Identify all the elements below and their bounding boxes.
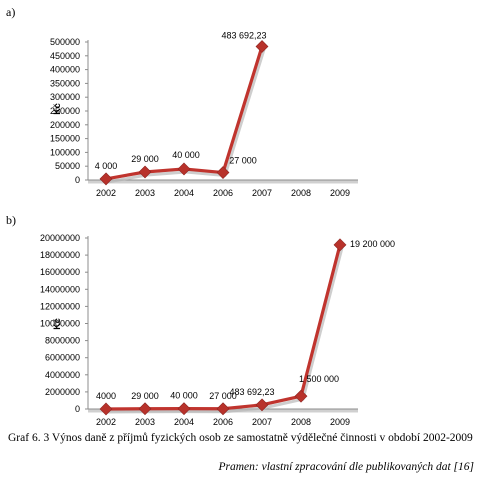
chart-2-data-label: 27 000 bbox=[209, 391, 237, 401]
chart-1-point-marker bbox=[255, 40, 269, 53]
chart-1-data-label: 40 000 bbox=[172, 150, 200, 160]
chart-1-x-tick-label: 2007 bbox=[252, 188, 272, 198]
chart-2-y-tick-label: 2000000 bbox=[45, 387, 80, 397]
chart-2-y-axis-title: Kč bbox=[52, 318, 62, 330]
chart-1-panel-letter: a) bbox=[6, 5, 15, 19]
chart-2-x-tick-label: 2002 bbox=[96, 417, 116, 427]
chart-1-x-tick-label: 2008 bbox=[291, 188, 311, 198]
chart-2-point-marker bbox=[177, 402, 191, 416]
chart-1-point-marker bbox=[138, 165, 152, 179]
chart-1-y-tick-label: 150000 bbox=[50, 134, 80, 144]
charts-svg: a) 0 50000 100000 150000 200000 250000 300000 35… bbox=[6, 5, 395, 427]
chart-1-y-tick-label: 200000 bbox=[50, 120, 80, 130]
chart-2-series-line-shadow bbox=[107, 247, 344, 414]
chart-2-y-tick-label: 14000000 bbox=[40, 284, 80, 294]
chart-1-y-tick-label: 350000 bbox=[50, 78, 80, 88]
chart-2-point-marker bbox=[216, 402, 230, 416]
chart-1-y-tick-label: 300000 bbox=[50, 92, 80, 102]
chart-2-x-tick-label: 2004 bbox=[174, 417, 194, 427]
chart-1-data-label: 27 000 bbox=[229, 156, 257, 166]
chart-1-x-tick-label: 2004 bbox=[174, 188, 194, 198]
chart-1-y-tick-label: 0 bbox=[75, 175, 80, 185]
chart-1-data-label: 4 000 bbox=[95, 161, 118, 171]
chart-2-y-tick-label: 12000000 bbox=[40, 301, 80, 311]
chart-2-y-tick-label: 18000000 bbox=[40, 250, 80, 260]
chart-1-x-tick-label: 2009 bbox=[330, 188, 350, 198]
chart-1-x-tick-label: 2003 bbox=[135, 188, 155, 198]
chart-1-y-tick-label: 50000 bbox=[55, 161, 80, 171]
chart-1-y-tick-label: 250000 bbox=[50, 106, 80, 116]
chart-2-y-tick-label: 4000000 bbox=[45, 370, 80, 380]
chart-2-y-tick-label: 0 bbox=[75, 404, 80, 414]
chart-1-point-marker bbox=[99, 172, 113, 186]
chart-2-point-marker bbox=[294, 389, 308, 403]
chart-2-data-label: 4000 bbox=[96, 391, 116, 401]
figure-source: Pramen: vlastní zpracování dle publikova… bbox=[218, 461, 474, 473]
chart-2-panel-letter: b) bbox=[6, 213, 16, 227]
chart-2-point-marker bbox=[99, 402, 113, 416]
chart-2-data-label: 19 200 000 bbox=[350, 239, 395, 249]
chart-2-y-tick-label: 6000000 bbox=[45, 353, 80, 363]
chart-2-x-tick-label: 2009 bbox=[330, 417, 350, 427]
chart-1-data-label: 29 000 bbox=[131, 154, 159, 164]
chart-1-x-tick-label: 2006 bbox=[213, 188, 233, 198]
chart-2-y-tick-label: 20000000 bbox=[40, 233, 80, 243]
chart-2-data-label: 483 692,23 bbox=[229, 387, 274, 397]
chart-2-x-tick-label: 2007 bbox=[252, 417, 272, 427]
chart-2-series-line bbox=[105, 244, 342, 411]
chart-2-point-marker bbox=[255, 398, 269, 412]
chart-1-point-marker bbox=[177, 162, 191, 176]
chart-2-y-tick-label: 16000000 bbox=[40, 267, 80, 277]
chart-1-y-tick-label: 400000 bbox=[50, 65, 80, 75]
chart-2-y-tick-label: 8000000 bbox=[45, 336, 80, 346]
chart-2-point-marker bbox=[333, 238, 347, 252]
chart-1-y-tick-label: 450000 bbox=[50, 51, 80, 61]
chart-2-point-marker bbox=[138, 402, 152, 416]
chart-1-y-tick-label: 500000 bbox=[50, 37, 80, 47]
chart-2-x-tick-label: 2008 bbox=[291, 417, 311, 427]
chart-1-data-label: 483 692,23 bbox=[221, 31, 266, 41]
chart-2-data-label: 29 000 bbox=[131, 391, 159, 401]
chart-2-y-tick-label: 10000000 bbox=[40, 319, 80, 329]
chart-2-x-tick-label: 2006 bbox=[213, 417, 233, 427]
chart-1-y-tick-label: 100000 bbox=[50, 147, 80, 157]
chart-2-data-label: 1 500 000 bbox=[299, 374, 339, 384]
chart-1-x-tick-label: 2002 bbox=[96, 188, 116, 198]
chart-1-y-axis-title: Kč bbox=[52, 103, 62, 115]
figure-caption: Graf 6. 3 Výnos daně z příjmů fyzických … bbox=[8, 432, 473, 444]
chart-1-point-marker bbox=[216, 166, 230, 179]
chart-2-data-label: 40 000 bbox=[170, 391, 198, 401]
chart-2-x-tick-label: 2003 bbox=[135, 417, 155, 427]
